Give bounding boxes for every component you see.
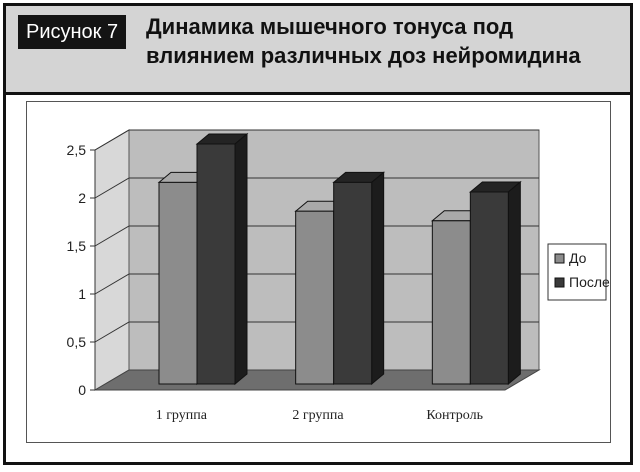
bar-chart: 0 0,5 1 1,5 2 2,5 1 группа 2 группа Контроль До По… [67, 129, 610, 423]
x-tick-label: Контроль [426, 408, 483, 423]
figure-label: Рисунок 7 [18, 15, 127, 49]
y-tick-label: 2 [78, 190, 86, 206]
bar-side [371, 171, 385, 386]
bar-после [469, 191, 509, 385]
bar-после [333, 181, 373, 385]
legend-label: До [569, 250, 587, 266]
legend-swatch [554, 277, 565, 288]
chart-side-wall [94, 129, 130, 391]
y-tick-label: 0,5 [67, 334, 87, 350]
legend-label: После [569, 274, 610, 290]
gridline [94, 129, 539, 151]
gridline [94, 225, 539, 247]
bar-после [196, 143, 236, 385]
gridline [94, 273, 539, 295]
x-tick-label: 1 группа [156, 408, 208, 423]
figure-frame: Рисунок 7 Динамика мышечного тонуса под … [3, 3, 633, 465]
chart-area: 0 0,5 1 1,5 2 2,5 1 группа 2 группа Контроль До По… [26, 101, 611, 443]
x-tick-label: 2 группа [292, 408, 344, 423]
bar-side [507, 180, 521, 386]
gridline [94, 321, 539, 343]
y-tick-label: 1,5 [67, 238, 87, 254]
y-tick-label: 2,5 [67, 142, 87, 158]
y-tick-label: 1 [78, 286, 86, 302]
figure-title: Динамика мышечного тонуса под влиянием р… [146, 14, 581, 68]
figure-header: Рисунок 7 Динамика мышечного тонуса под … [6, 6, 630, 95]
gridline [94, 177, 539, 199]
y-tick-label: 0 [78, 382, 86, 398]
bar-до [158, 181, 198, 385]
bar-side [234, 132, 248, 386]
legend-swatch [554, 253, 565, 264]
bar-до [431, 220, 471, 385]
legend-box [547, 243, 607, 301]
bar-до [295, 210, 335, 385]
